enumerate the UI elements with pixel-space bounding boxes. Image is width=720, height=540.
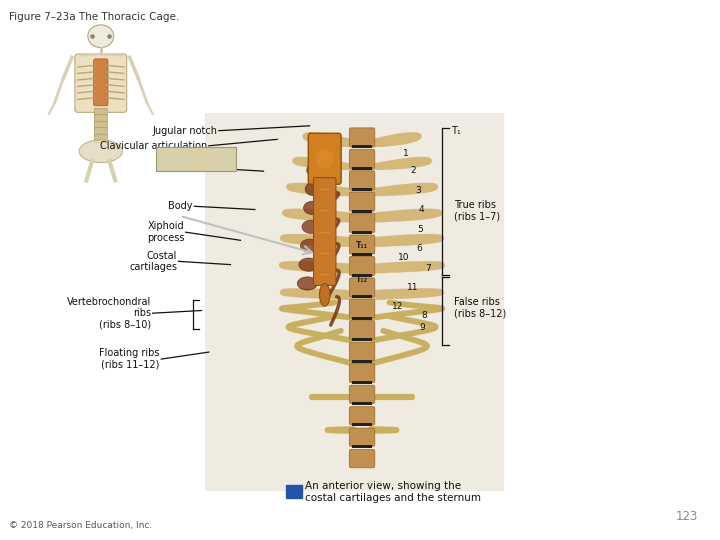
FancyBboxPatch shape (94, 134, 107, 142)
Text: An anterior view, showing the
costal cartilages and the sternum: An anterior view, showing the costal car… (305, 481, 481, 503)
FancyBboxPatch shape (75, 54, 127, 112)
FancyBboxPatch shape (349, 321, 375, 340)
Text: 9: 9 (419, 323, 425, 332)
FancyBboxPatch shape (308, 133, 341, 184)
FancyBboxPatch shape (349, 256, 375, 275)
FancyBboxPatch shape (94, 122, 107, 129)
FancyBboxPatch shape (352, 210, 372, 213)
Text: 6: 6 (416, 244, 422, 253)
FancyBboxPatch shape (349, 150, 375, 168)
FancyBboxPatch shape (352, 231, 372, 234)
FancyBboxPatch shape (352, 360, 372, 363)
Text: T₁₁: T₁₁ (356, 241, 368, 250)
Ellipse shape (316, 149, 333, 168)
Text: Manubrium: Manubrium (161, 164, 216, 173)
Text: 11: 11 (407, 283, 418, 292)
Text: Clavicular articulation: Clavicular articulation (100, 141, 207, 151)
Text: Figure 7–23a The Thoracic Cage.: Figure 7–23a The Thoracic Cage. (9, 12, 179, 22)
FancyBboxPatch shape (349, 299, 375, 318)
FancyBboxPatch shape (352, 274, 372, 277)
FancyBboxPatch shape (352, 381, 372, 384)
Ellipse shape (88, 25, 114, 48)
Ellipse shape (304, 201, 321, 214)
Ellipse shape (79, 140, 122, 163)
FancyBboxPatch shape (352, 317, 372, 320)
FancyBboxPatch shape (349, 171, 375, 190)
FancyBboxPatch shape (349, 214, 375, 233)
Text: T₁₂: T₁₂ (356, 275, 368, 284)
Text: 123: 123 (676, 510, 698, 523)
Ellipse shape (307, 164, 323, 177)
Text: 2: 2 (410, 166, 416, 175)
Text: Body: Body (168, 201, 193, 211)
FancyBboxPatch shape (352, 253, 372, 255)
Text: Floating ribs
(ribs 11–12): Floating ribs (ribs 11–12) (99, 348, 160, 370)
Text: Costal
cartilages: Costal cartilages (129, 251, 177, 272)
Text: a: a (290, 487, 297, 497)
FancyBboxPatch shape (349, 278, 375, 297)
FancyBboxPatch shape (349, 407, 375, 425)
FancyBboxPatch shape (313, 178, 336, 286)
FancyBboxPatch shape (352, 423, 372, 427)
FancyBboxPatch shape (349, 449, 375, 468)
FancyBboxPatch shape (205, 113, 504, 491)
Ellipse shape (299, 258, 318, 271)
Ellipse shape (302, 220, 320, 233)
Ellipse shape (320, 284, 330, 306)
FancyBboxPatch shape (349, 385, 375, 403)
Text: Xiphoid
process: Xiphoid process (147, 221, 184, 243)
Text: False ribs
(ribs 8–12): False ribs (ribs 8–12) (454, 297, 506, 319)
FancyBboxPatch shape (349, 342, 375, 361)
Ellipse shape (297, 277, 318, 290)
FancyBboxPatch shape (349, 192, 375, 211)
FancyBboxPatch shape (352, 145, 372, 149)
FancyBboxPatch shape (94, 59, 108, 106)
Text: Jugular notch: Jugular notch (153, 126, 217, 136)
FancyBboxPatch shape (352, 295, 372, 299)
Text: 3: 3 (415, 186, 421, 194)
FancyBboxPatch shape (352, 338, 372, 341)
FancyBboxPatch shape (349, 128, 375, 147)
Ellipse shape (305, 183, 322, 195)
FancyBboxPatch shape (94, 115, 107, 123)
Text: 10: 10 (398, 253, 410, 261)
FancyBboxPatch shape (352, 167, 372, 170)
FancyBboxPatch shape (352, 188, 372, 191)
Ellipse shape (308, 145, 323, 158)
Text: © 2018 Pearson Education, Inc.: © 2018 Pearson Education, Inc. (9, 521, 152, 530)
FancyBboxPatch shape (352, 445, 372, 448)
Text: T₁: T₁ (451, 126, 461, 136)
Text: True ribs
(ribs 1–7): True ribs (ribs 1–7) (454, 200, 500, 221)
FancyBboxPatch shape (349, 235, 375, 254)
Ellipse shape (300, 239, 319, 252)
Text: Vertebrochondral
ribs
(ribs 8–10): Vertebrochondral ribs (ribs 8–10) (67, 296, 151, 330)
Text: 7: 7 (425, 264, 431, 273)
Text: 1: 1 (402, 149, 408, 158)
Text: 12: 12 (392, 302, 403, 310)
Text: Sternum: Sternum (171, 154, 221, 164)
Text: 8: 8 (421, 312, 427, 320)
Text: 5: 5 (417, 225, 423, 234)
FancyBboxPatch shape (94, 127, 107, 136)
FancyBboxPatch shape (94, 108, 107, 117)
Text: 4: 4 (419, 205, 425, 214)
FancyBboxPatch shape (349, 428, 375, 447)
FancyBboxPatch shape (349, 363, 375, 382)
FancyBboxPatch shape (352, 402, 372, 405)
